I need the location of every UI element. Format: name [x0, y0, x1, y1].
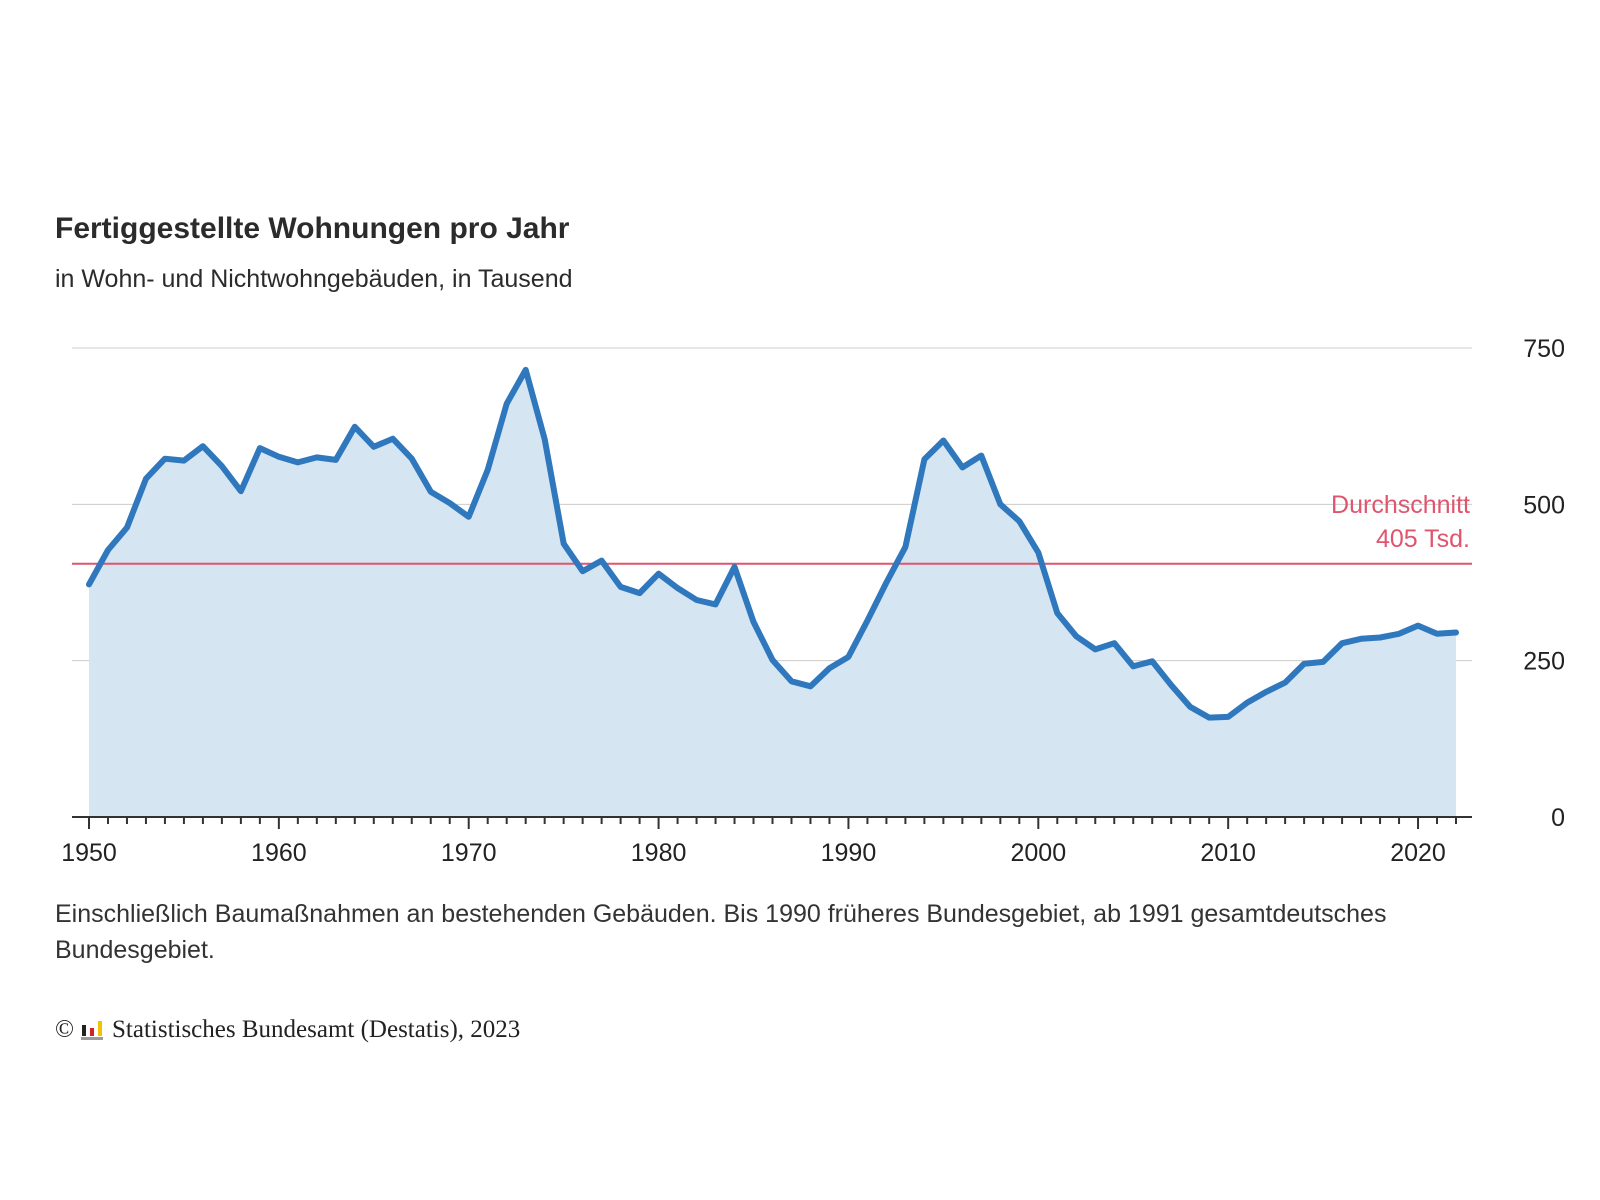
x-tick-label: 1990 [821, 839, 877, 867]
copyright-symbol: © [55, 1016, 74, 1043]
y-tick-label: 250 [1523, 648, 1565, 676]
x-tick-label: 1970 [441, 839, 497, 867]
series-line [86, 366, 1459, 721]
x-tick-label: 1960 [251, 839, 307, 867]
destatis-logo-icon [81, 1021, 103, 1040]
chart-subtitle: in Wohn- und Nichtwohngebäuden, in Tause… [55, 265, 573, 293]
x-tick-label: 2000 [1010, 839, 1066, 867]
chart-title: Fertiggestellte Wohnungen pro Jahr [55, 212, 570, 245]
footnote: Einschließlich Baumaßnahmen an bestehend… [55, 900, 1387, 964]
x-tick-label: 1980 [631, 839, 687, 867]
average-label: Durchschnitt [1331, 491, 1470, 519]
average-value-label: 405 Tsd. [1376, 525, 1470, 553]
source-credit: © Statistisches Bundesamt (Destatis), 20… [55, 1016, 520, 1044]
source-text: Statistisches Bundesamt (Destatis), 2023 [112, 1016, 521, 1043]
y-tick-label: 750 [1523, 335, 1565, 363]
x-tick-label: 1950 [61, 839, 117, 867]
y-tick-label: 0 [1551, 804, 1565, 832]
y-axis-labels: 0 250 500 750 [1523, 335, 1565, 832]
x-tick-label: 2010 [1200, 839, 1256, 867]
x-tick-label: 2020 [1390, 839, 1446, 867]
x-axis: 1950 1960 1970 1980 1990 2000 2010 2020 [61, 816, 1472, 867]
y-tick-label: 500 [1523, 491, 1565, 519]
area-fill [89, 369, 1456, 817]
